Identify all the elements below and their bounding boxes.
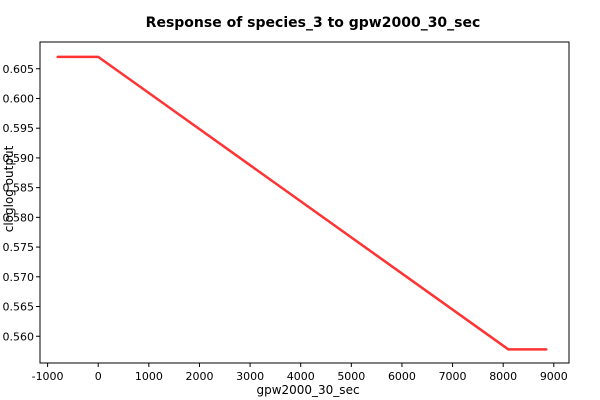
series-layer [56, 55, 548, 351]
y-tick-label: 0.600 [3, 92, 35, 105]
response-curve [56, 55, 548, 351]
y-tick-label: 0.580 [3, 211, 35, 224]
y-tick-label: 0.570 [3, 271, 35, 284]
y-tick-label: 0.560 [3, 330, 35, 343]
y-tick-label: 0.595 [3, 122, 35, 135]
tick-layer: -1000 0 1000 2000 3000 4000 5000 6000 7000 8000 90… [3, 63, 568, 383]
y-tick-label: 0.585 [3, 182, 35, 195]
x-tick-label: 2000 [185, 370, 213, 383]
x-tick-label: 3000 [236, 370, 264, 383]
y-axis-label: cloglog output [2, 145, 16, 232]
y-tick-label: 0.590 [3, 152, 35, 165]
x-tick-label: 5000 [337, 370, 365, 383]
x-tick-label: -1000 [32, 370, 64, 383]
x-tick-label: 4000 [287, 370, 315, 383]
x-tick-label: 7000 [439, 370, 467, 383]
x-tick-label: 9000 [540, 370, 568, 383]
y-tick-label: 0.605 [3, 63, 35, 76]
x-tick-label: 0 [95, 370, 102, 383]
x-tick-label: 8000 [489, 370, 517, 383]
x-axis-label: gpw2000_30_sec [256, 383, 359, 397]
y-tick-label: 0.565 [3, 301, 35, 314]
y-tick-label: 0.575 [3, 241, 35, 254]
x-tick-label: 6000 [388, 370, 416, 383]
chart-title: Response of species_3 to gpw2000_30_sec [146, 15, 481, 31]
x-tick-label: 1000 [135, 370, 163, 383]
